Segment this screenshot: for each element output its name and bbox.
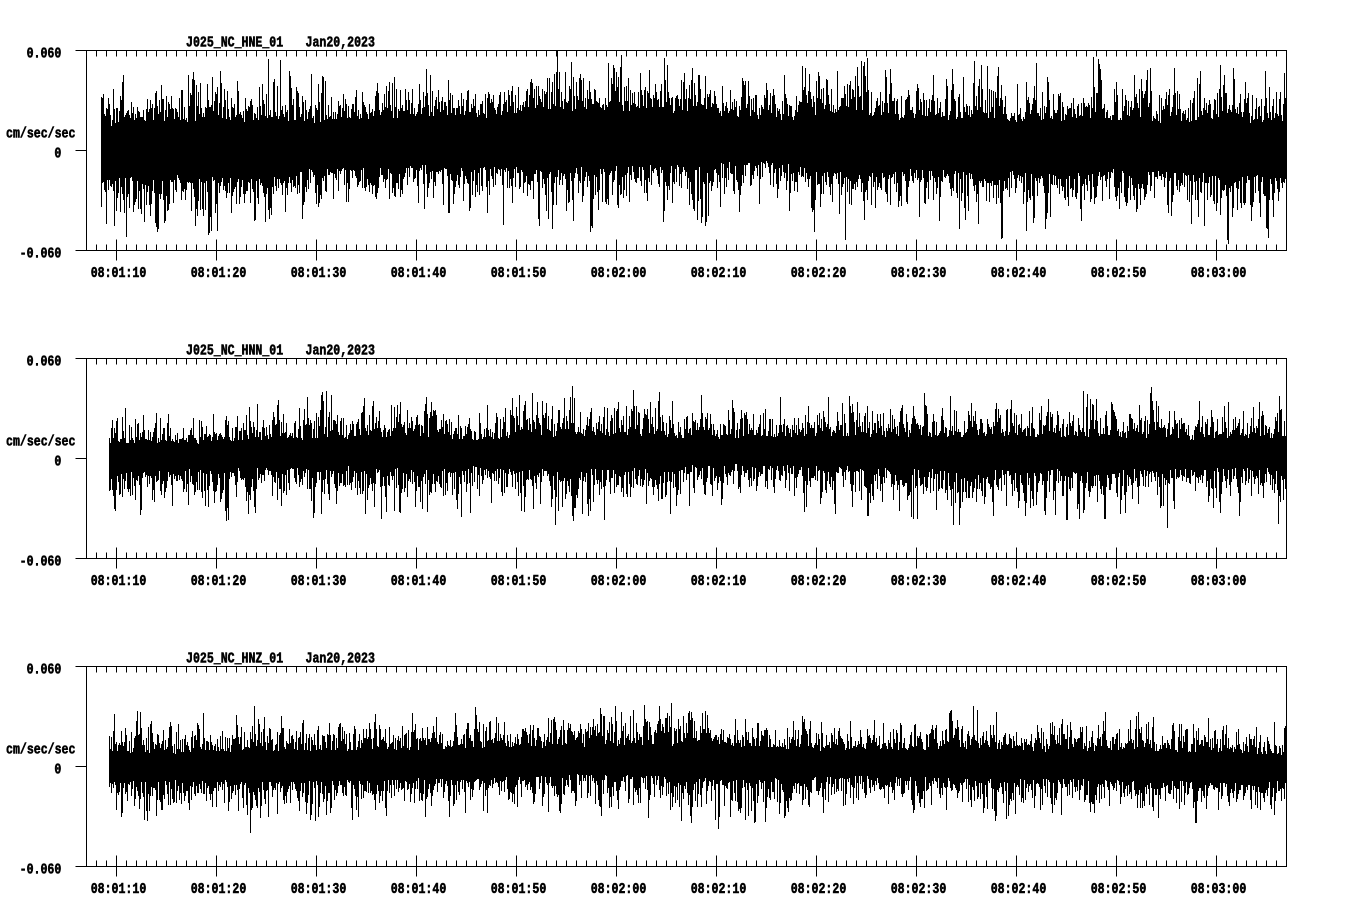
svg-text:0.060: 0.060 <box>27 661 62 678</box>
svg-text:08:02:10: 08:02:10 <box>691 881 747 898</box>
svg-text:08:01:40: 08:01:40 <box>391 265 447 282</box>
svg-text:08:01:30: 08:01:30 <box>291 265 347 282</box>
svg-text:08:01:10: 08:01:10 <box>91 573 147 590</box>
svg-text:08:01:50: 08:01:50 <box>491 265 547 282</box>
svg-text:08:02:50: 08:02:50 <box>1091 573 1147 590</box>
svg-text:0.060: 0.060 <box>27 353 62 370</box>
svg-text:0: 0 <box>54 761 61 778</box>
svg-text:J025_NC_HNN_01: J025_NC_HNN_01 <box>186 342 283 359</box>
svg-text:08:02:30: 08:02:30 <box>891 573 947 590</box>
svg-text:08:01:40: 08:01:40 <box>391 573 447 590</box>
svg-text:08:02:00: 08:02:00 <box>591 573 647 590</box>
svg-text:0: 0 <box>54 145 61 162</box>
svg-text:08:03:00: 08:03:00 <box>1191 265 1247 282</box>
svg-text:08:02:30: 08:02:30 <box>891 265 947 282</box>
svg-text:08:01:20: 08:01:20 <box>191 265 247 282</box>
svg-text:08:01:40: 08:01:40 <box>391 881 447 898</box>
svg-text:08:02:50: 08:02:50 <box>1091 265 1147 282</box>
svg-text:J025_NC_HNZ_01: J025_NC_HNZ_01 <box>186 650 283 667</box>
svg-text:Jan20,2023: Jan20,2023 <box>306 342 376 359</box>
svg-text:08:02:40: 08:02:40 <box>991 265 1047 282</box>
svg-text:cm/sec/sec: cm/sec/sec <box>6 741 76 758</box>
svg-text:08:03:00: 08:03:00 <box>1191 881 1247 898</box>
svg-text:08:02:00: 08:02:00 <box>591 881 647 898</box>
svg-text:08:03:00: 08:03:00 <box>1191 573 1247 590</box>
svg-text:Jan20,2023: Jan20,2023 <box>306 650 376 667</box>
svg-text:08:02:40: 08:02:40 <box>991 573 1047 590</box>
svg-text:08:02:40: 08:02:40 <box>991 881 1047 898</box>
svg-text:0: 0 <box>54 453 61 470</box>
svg-text:08:02:50: 08:02:50 <box>1091 881 1147 898</box>
svg-text:-0.060: -0.060 <box>20 553 62 570</box>
svg-text:08:01:50: 08:01:50 <box>491 573 547 590</box>
svg-text:08:02:10: 08:02:10 <box>691 265 747 282</box>
svg-text:08:01:10: 08:01:10 <box>91 881 147 898</box>
svg-text:08:02:20: 08:02:20 <box>791 881 847 898</box>
svg-text:08:02:10: 08:02:10 <box>691 573 747 590</box>
svg-text:08:02:00: 08:02:00 <box>591 265 647 282</box>
svg-text:0.060: 0.060 <box>27 45 62 62</box>
svg-text:08:01:20: 08:01:20 <box>191 573 247 590</box>
svg-text:08:01:30: 08:01:30 <box>291 573 347 590</box>
svg-text:Jan20,2023: Jan20,2023 <box>306 34 376 51</box>
svg-text:08:01:50: 08:01:50 <box>491 881 547 898</box>
svg-text:08:01:10: 08:01:10 <box>91 265 147 282</box>
svg-text:08:01:20: 08:01:20 <box>191 881 247 898</box>
svg-text:08:02:30: 08:02:30 <box>891 881 947 898</box>
svg-text:08:02:20: 08:02:20 <box>791 573 847 590</box>
svg-text:-0.060: -0.060 <box>20 861 62 878</box>
svg-text:cm/sec/sec: cm/sec/sec <box>6 433 76 450</box>
svg-text:08:02:20: 08:02:20 <box>791 265 847 282</box>
svg-text:08:01:30: 08:01:30 <box>291 881 347 898</box>
svg-text:-0.060: -0.060 <box>20 245 62 262</box>
svg-text:J025_NC_HNE_01: J025_NC_HNE_01 <box>186 34 283 51</box>
svg-text:cm/sec/sec: cm/sec/sec <box>6 125 76 142</box>
